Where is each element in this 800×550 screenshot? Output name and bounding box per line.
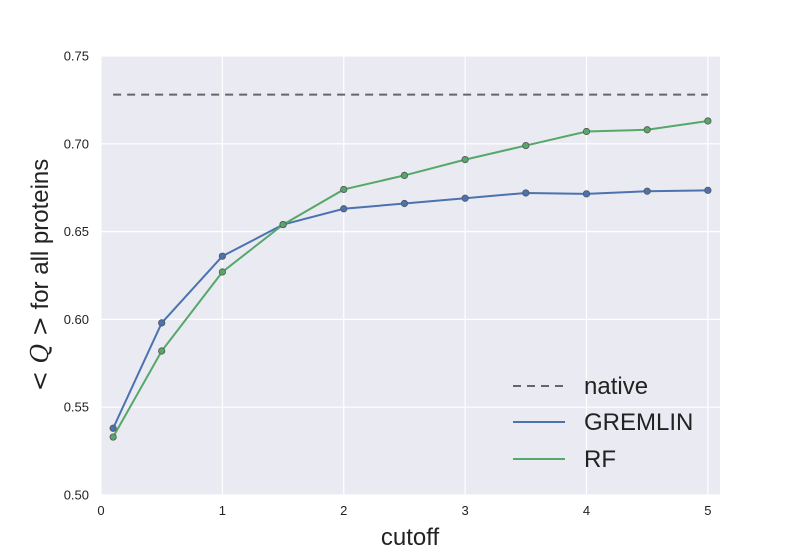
legend-label-rf: RF bbox=[584, 446, 616, 473]
y-tick-label: 0.55 bbox=[64, 400, 89, 415]
x-tick-label: 3 bbox=[462, 503, 469, 518]
y-tick-label: 0.50 bbox=[64, 488, 89, 503]
x-tick-label: 0 bbox=[97, 503, 104, 518]
data-point-rf bbox=[400, 171, 409, 180]
data-point-gremlin bbox=[643, 187, 651, 195]
data-point-rf bbox=[643, 126, 651, 134]
data-point-rf bbox=[522, 141, 530, 150]
legend: native GREMLIN RF bbox=[513, 373, 693, 473]
data-point-rf bbox=[218, 268, 226, 276]
data-point-gremlin bbox=[461, 194, 469, 202]
x-tick-label: 2 bbox=[340, 503, 347, 518]
y-axis-label: < Q > for all proteins bbox=[26, 159, 54, 392]
y-tick-labels: 0.50 0.55 0.60 0.65 0.70 0.75 bbox=[64, 49, 89, 503]
y-axis-label-math: < Q > bbox=[26, 316, 54, 391]
y-tick-label: 0.60 bbox=[64, 312, 89, 327]
data-point-gremlin bbox=[158, 319, 166, 327]
x-axis-label: cutoff bbox=[381, 524, 440, 550]
y-tick-label: 0.75 bbox=[64, 49, 89, 64]
x-tick-label: 4 bbox=[583, 503, 590, 518]
data-point-gremlin bbox=[109, 424, 117, 432]
data-point-rf bbox=[279, 220, 287, 229]
x-tick-label: 1 bbox=[219, 503, 226, 518]
data-point-gremlin bbox=[522, 189, 530, 197]
legend-label-gremlin: GREMLIN bbox=[584, 409, 693, 436]
x-tick-label: 5 bbox=[704, 503, 711, 518]
data-point-rf bbox=[158, 347, 166, 355]
y-tick-label: 0.65 bbox=[64, 224, 89, 239]
y-tick-label: 0.70 bbox=[64, 136, 89, 151]
data-point-rf bbox=[109, 433, 117, 441]
data-point-gremlin bbox=[582, 190, 591, 198]
legend-label-native: native bbox=[584, 373, 648, 400]
data-point-gremlin bbox=[218, 252, 226, 260]
data-point-rf bbox=[340, 185, 348, 194]
data-point-gremlin bbox=[704, 186, 712, 194]
data-point-gremlin bbox=[400, 199, 409, 208]
series-points bbox=[109, 117, 712, 441]
data-point-rf bbox=[704, 117, 712, 125]
data-point-rf bbox=[461, 156, 469, 164]
y-axis-label-text: for all proteins bbox=[27, 159, 54, 316]
data-point-gremlin bbox=[340, 205, 348, 213]
data-point-rf bbox=[582, 127, 591, 136]
x-tick-labels: 0 1 2 3 4 5 bbox=[97, 503, 711, 518]
